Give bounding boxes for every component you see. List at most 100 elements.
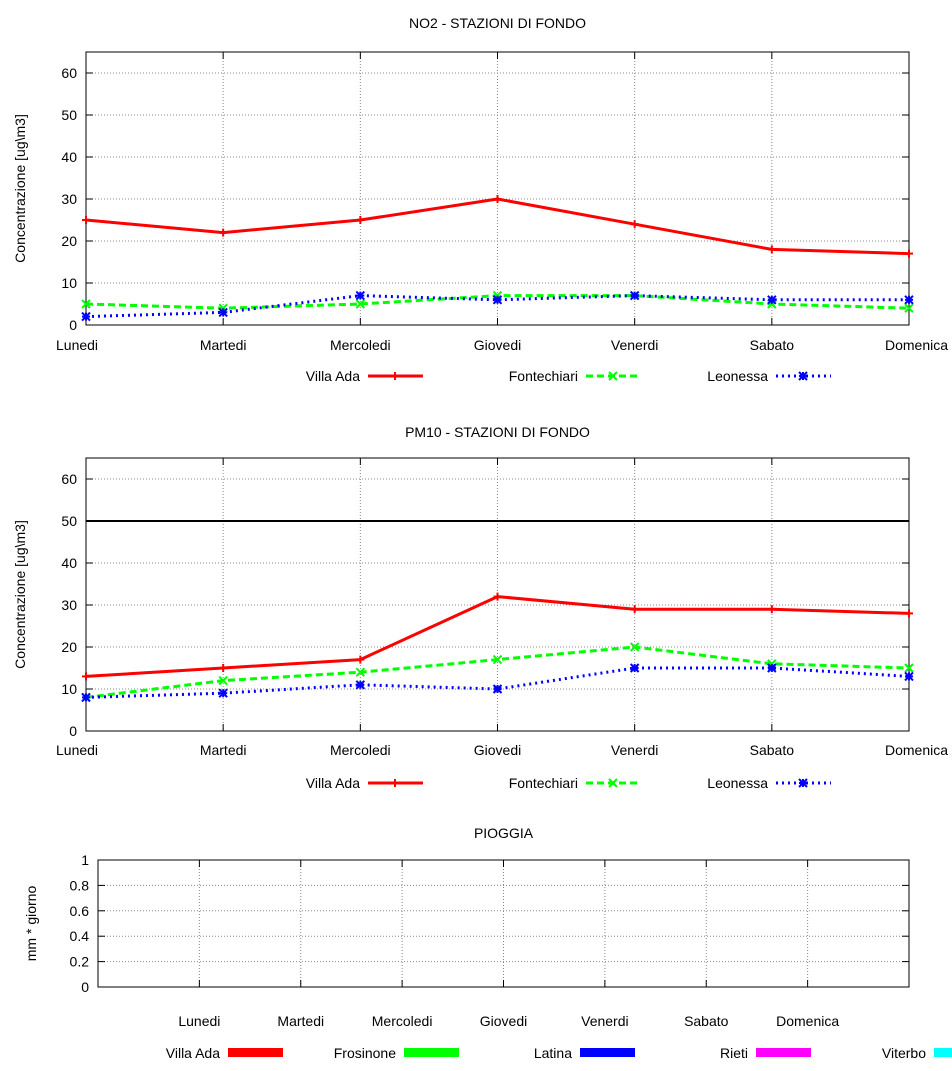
chart-3-legend-swatch	[228, 1048, 283, 1057]
chart-1-legend-marker-d2	[608, 371, 618, 381]
chart-1-series-leonessa-point	[767, 295, 777, 305]
chart-1-series-leonessa-point	[355, 290, 366, 301]
chart-2-series-leonessa-point-d2	[218, 688, 228, 698]
chart-2-series-villa-ada-point	[219, 664, 228, 672]
chart-1-series-villa-ada-point	[356, 216, 365, 224]
chart-3-xtick-label: Martedi	[277, 1013, 324, 1029]
chart-2-series-fontechiari-point	[218, 675, 228, 686]
chart-1-legend-label: Leonessa	[707, 368, 768, 384]
chart-1-series-fontechiari-point-d2	[904, 303, 914, 313]
chart-1-frame	[85, 51, 910, 326]
chart-2-series-fontechiari-point	[629, 642, 640, 652]
chart-2-xtick-label: Giovedi	[474, 742, 521, 758]
chart-2-series-leonessa-point-d2	[767, 663, 777, 673]
chart-3-xtick-label: Domenica	[776, 1013, 839, 1029]
chart-2-legend-marker	[798, 778, 808, 788]
chart-2-series-fontechiari-point-d2	[904, 663, 914, 673]
chart-1-series-leonessa-point-d2	[355, 290, 366, 301]
chart-2-legend-marker-d2	[798, 778, 808, 788]
chart-1-legend-marker	[391, 372, 399, 380]
chart-3-legend-label: Rieti	[720, 1045, 748, 1061]
chart-2-ytick-label: 0	[69, 723, 77, 739]
chart-1-series-fontechiari-point	[81, 299, 91, 309]
chart-1-xtick-label: Sabato	[750, 337, 795, 353]
chart-2-series-leonessa-point	[355, 680, 366, 690]
chart-2-series-villa-ada-point	[630, 605, 639, 614]
chart-2-legend-marker	[391, 779, 399, 787]
chart-2-xtick-label: Lunedi	[56, 742, 98, 758]
chart-1-series-villa-ada-point	[767, 245, 776, 254]
chart-1-ytick-label: 30	[61, 191, 77, 207]
chart-1-series-fontechiari-point	[355, 299, 366, 309]
chart-2-xtick-label: Mercoledi	[330, 742, 391, 758]
chart-3-ytick-label: 0.8	[70, 877, 90, 893]
chart-2-series-leonessa-point-d2	[629, 663, 640, 673]
chart-2-series-leonessa-point	[492, 684, 503, 694]
chart-3-title: PIOGGIA	[474, 825, 534, 841]
chart-1-series-fontechiari-point-d2	[355, 299, 366, 309]
chart-2-series-leonessa-point	[629, 663, 640, 673]
chart-2-series-fontechiari-point-d2	[355, 667, 366, 677]
chart-2-ytick-label: 50	[61, 513, 77, 529]
chart-3-legend-swatch	[756, 1048, 811, 1057]
chart-1-series-fontechiari-point-d2	[81, 299, 91, 309]
chart-1-series-villa-ada-point	[905, 249, 913, 258]
chart-1-series-leonessa-point-d2	[904, 295, 914, 305]
chart-2-ytick-label: 40	[61, 555, 77, 571]
chart-2-ytick-label: 20	[61, 639, 77, 655]
chart-3-xtick-label: Sabato	[684, 1013, 729, 1029]
chart-3-legend-swatch	[580, 1048, 635, 1057]
chart-3-ytick-label: 1	[81, 852, 89, 868]
chart-1-series-fontechiari-point	[904, 303, 914, 313]
chart-2-series-leonessa-point	[904, 671, 914, 682]
chart-1-series-villa-ada-point	[82, 216, 90, 224]
chart-1-series-villa-ada-point	[493, 195, 502, 203]
chart-3-xtick-label: Venerdi	[581, 1013, 628, 1029]
chart-1-series-leonessa-point	[81, 311, 91, 322]
chart-2-series-leonessa-point-d2	[492, 684, 503, 694]
chart-1-series-leonessa-point	[492, 295, 503, 305]
chart-2-xtick-label: Venerdi	[611, 742, 658, 758]
chart-2-legend-label: Fontechiari	[509, 775, 578, 791]
chart-2-ytick-label: 10	[61, 681, 77, 697]
chart-1-series-villa-ada-point	[219, 228, 228, 237]
chart-1-series-leonessa-point-d2	[492, 295, 503, 305]
chart-2-ytick-label: 60	[61, 471, 77, 487]
chart-3-ytick-label: 0.6	[70, 903, 90, 919]
chart-1-legend-label: Fontechiari	[509, 368, 578, 384]
chart-1-ytick-label: 20	[61, 233, 77, 249]
chart-3-legend-swatch	[934, 1048, 952, 1057]
chart-1-legend-marker-d2	[798, 371, 808, 381]
chart-1-series-leonessa-point	[629, 290, 640, 301]
chart-1-series-leonessa-point-d2	[629, 290, 640, 301]
chart-1-ytick-label: 40	[61, 149, 77, 165]
chart-1-xtick-label: Lunedi	[56, 337, 98, 353]
chart-2-title: PM10 - STAZIONI DI FONDO	[405, 424, 590, 440]
chart-2-series-leonessa-point-d2	[904, 671, 914, 682]
chart-1-series-villa-ada-point	[630, 220, 639, 229]
chart-3-legend-swatch	[404, 1048, 459, 1057]
chart-1-title: NO2 - STAZIONI DI FONDO	[409, 15, 586, 31]
chart-2-legend-label: Leonessa	[707, 775, 768, 791]
chart-2-legend-marker	[608, 778, 618, 788]
chart-1-legend-marker	[608, 371, 618, 381]
chart-3-legend-label: Viterbo	[882, 1045, 926, 1061]
chart-1-xtick-label: Martedi	[200, 337, 247, 353]
chart-1-ytick-label: 0	[69, 317, 77, 333]
chart-1-xtick-label: Domenica	[885, 337, 948, 353]
chart-1-series-leonessa-point-d2	[767, 295, 777, 305]
chart-2-series-fontechiari-point	[355, 667, 366, 677]
chart-1-ytick-label: 60	[61, 65, 77, 81]
chart-2-legend-label: Villa Ada	[306, 775, 360, 791]
chart-1-ytick-label: 10	[61, 275, 77, 291]
chart-2-xtick-label: Domenica	[885, 742, 948, 758]
chart-2-series-fontechiari-point-d2	[629, 642, 640, 652]
chart-2-series-villa-ada-point	[493, 592, 502, 601]
chart-2-series-leonessa-point	[767, 663, 777, 673]
chart-3-xtick-label: Mercoledi	[372, 1013, 433, 1029]
chart-1-series-leonessa-point-d2	[218, 307, 228, 318]
chart-1-xtick-label: Venerdi	[611, 337, 658, 353]
chart-1-ytick-label: 50	[61, 107, 77, 123]
